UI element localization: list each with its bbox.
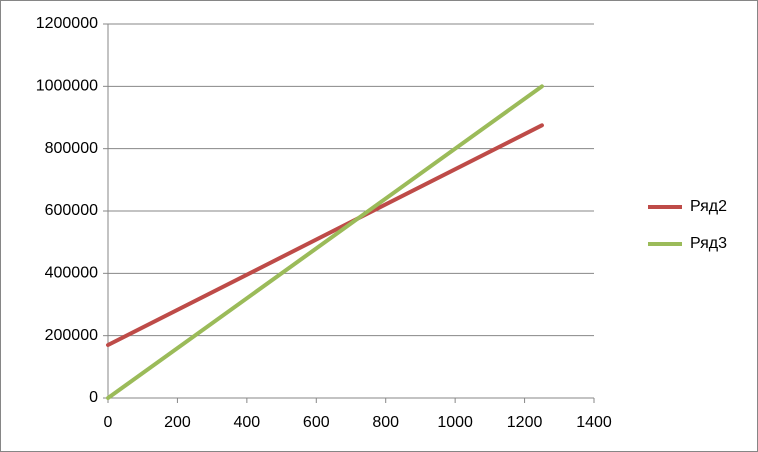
- x-tick-label: 800: [372, 414, 399, 431]
- y-tick-label: 200000: [45, 327, 98, 344]
- x-tick-label: 400: [234, 414, 261, 431]
- x-tick-label: 1400: [576, 414, 612, 431]
- y-tick-label: 400000: [45, 265, 98, 282]
- legend-label: Ряд2: [690, 198, 727, 215]
- series-line: [106, 84, 544, 400]
- legend-label: Ряд3: [690, 235, 727, 252]
- y-tick-label: 1200000: [36, 15, 98, 32]
- series-line: [106, 123, 544, 348]
- y-tick-label: 600000: [45, 202, 98, 219]
- y-tick-label: 0: [89, 389, 98, 406]
- x-tick-label: 1200: [507, 414, 543, 431]
- x-tick-label: 600: [303, 414, 330, 431]
- x-tick-label: 200: [164, 414, 191, 431]
- y-tick-label: 800000: [45, 140, 98, 157]
- y-tick-label: 1000000: [36, 78, 98, 95]
- x-tick-label: 1000: [437, 414, 473, 431]
- x-tick-label: 0: [104, 414, 113, 431]
